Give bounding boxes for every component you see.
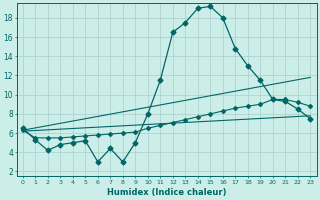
X-axis label: Humidex (Indice chaleur): Humidex (Indice chaleur) bbox=[107, 188, 226, 197]
